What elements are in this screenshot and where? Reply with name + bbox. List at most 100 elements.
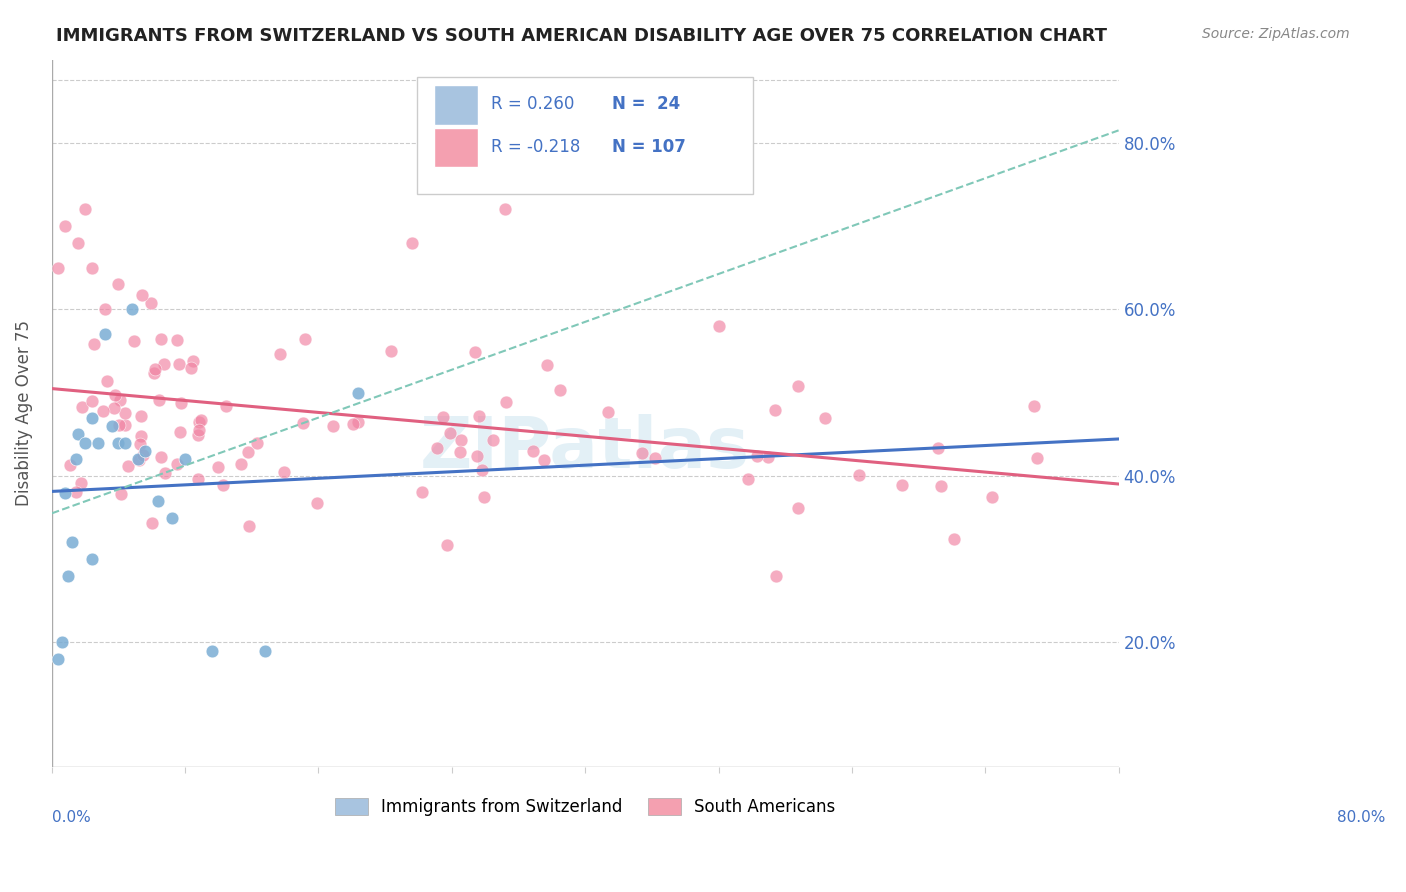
Point [170,396,193,410]
Point [432,410,454,425]
Point [67,235,90,250]
Point [763,403,786,417]
Point [943,532,966,546]
Point [75,202,97,217]
Point [166,333,188,347]
Point [464,345,486,359]
Point [114,406,136,420]
Point [114,418,136,433]
Point [494,202,516,217]
Text: IMMIGRANTS FROM SWITZERLAND VS SOUTH AMERICAN DISABILITY AGE OVER 75 CORRELATION: IMMIGRANTS FROM SWITZERLAND VS SOUTH AME… [56,27,1108,45]
Point [786,379,808,393]
Point [82,393,104,408]
Point [160,510,183,524]
FancyBboxPatch shape [416,78,752,194]
Point [322,419,344,434]
Point [246,436,269,450]
Point [134,443,156,458]
Point [471,463,494,477]
Point [215,399,238,413]
Point [927,442,949,456]
Point [187,423,209,437]
Point [439,426,461,441]
Point [60,535,83,549]
Point [188,415,211,429]
Point [181,353,204,368]
Point [929,479,952,493]
Point [482,434,505,448]
Point [347,385,370,400]
Point [291,416,314,430]
Point [533,452,555,467]
Point [141,516,163,530]
Point [70,400,93,414]
Point [51,635,73,649]
Point [190,413,212,427]
Text: 0.0%: 0.0% [52,810,90,825]
Point [67,427,90,442]
Point [187,428,209,442]
Point [342,417,364,431]
Point [201,643,224,657]
Point [128,453,150,467]
Point [121,302,143,317]
Legend: Immigrants from Switzerland, South Americans: Immigrants from Switzerland, South Ameri… [328,791,842,822]
Point [107,417,129,432]
Point [129,429,152,443]
Text: Source: ZipAtlas.com: Source: ZipAtlas.com [1202,27,1350,41]
Point [110,487,132,501]
Point [150,450,173,465]
Point [65,452,87,467]
Point [100,418,122,433]
Point [107,435,129,450]
Point [305,496,328,510]
Text: ZIPatlas: ZIPatlas [420,414,751,483]
Point [411,485,433,500]
Text: R = -0.218: R = -0.218 [491,137,581,155]
Point [80,552,103,566]
Point [53,485,76,500]
Point [65,484,87,499]
Point [548,383,571,397]
Point [48,260,70,275]
Point [465,450,488,464]
Point [48,652,70,666]
Point [468,409,491,423]
Text: 80.0%: 80.0% [1337,810,1385,825]
Point [91,404,114,418]
Point [87,435,110,450]
Point [238,518,260,533]
Point [127,452,149,467]
Point [269,347,291,361]
Point [211,478,233,492]
Point [207,460,229,475]
Point [229,457,252,471]
Point [472,490,495,504]
Point [150,332,173,346]
Point [153,357,176,371]
Point [180,361,202,376]
Point [132,448,155,462]
Point [273,465,295,479]
Point [166,457,188,471]
Point [426,441,449,455]
Point [69,475,91,490]
Point [980,490,1002,504]
Point [117,459,139,474]
Point [294,332,316,346]
Point [1024,399,1046,413]
Point [495,394,517,409]
Point [153,467,176,481]
Point [522,444,544,458]
Point [787,500,810,515]
Point [107,277,129,292]
Point [94,302,117,317]
Point [449,445,471,459]
Point [129,437,152,451]
Point [644,450,666,465]
Point [707,318,730,333]
Y-axis label: Disability Age Over 75: Disability Age Over 75 [15,320,32,507]
Point [104,387,127,401]
Point [536,359,558,373]
Point [80,260,103,275]
